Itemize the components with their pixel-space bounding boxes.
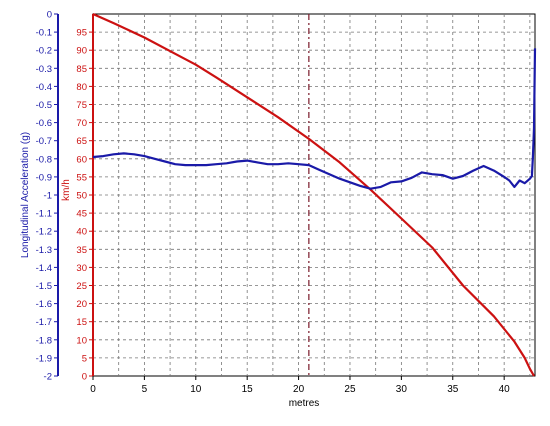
accel-tick-label: -1.5 xyxy=(36,281,52,292)
accel-tick-label: -0.3 xyxy=(36,64,52,75)
x-axis-label: metres xyxy=(289,398,320,409)
speed-tick-label: 15 xyxy=(76,317,87,328)
accel-tick-label: -0.4 xyxy=(36,82,52,93)
accel-tick-label: 0 xyxy=(47,10,52,21)
speed-tick-label: 10 xyxy=(76,335,87,346)
accel-tick-label: -1.7 xyxy=(36,317,52,328)
accel-series-line xyxy=(92,48,537,190)
accel-tick-label: -1.8 xyxy=(36,335,52,346)
speed-tick-label: 20 xyxy=(76,299,87,310)
x-tick-label: 20 xyxy=(293,384,305,395)
accel-tick-label: -1.4 xyxy=(36,263,52,274)
speed-tick-label: 85 xyxy=(76,64,87,75)
speed-tick-label: 0 xyxy=(82,372,87,383)
speed-tick-label: 90 xyxy=(76,46,87,57)
accel-tick-label: -1.3 xyxy=(36,245,52,256)
speed-tick-label: 80 xyxy=(76,82,87,93)
accel-tick-label: -2 xyxy=(44,372,52,383)
accel-tick-label: -1.6 xyxy=(36,299,52,310)
speed-tick-label: 70 xyxy=(76,118,87,129)
speed-tick-label: 60 xyxy=(76,154,87,165)
speed-tick-label: 55 xyxy=(76,172,87,183)
accel-tick-label: -1.9 xyxy=(36,353,52,364)
accel-tick-label: -0.1 xyxy=(36,28,52,39)
accel-tick-label: -0.7 xyxy=(36,136,52,147)
accel-tick-label: -0.6 xyxy=(36,118,52,129)
speed-tick-label: 40 xyxy=(76,227,87,238)
accel-tick-label: -0.9 xyxy=(36,172,52,183)
accel-tick-label: -0.2 xyxy=(36,46,52,57)
accel-axis-label: Longitudinal Acceleration (g) xyxy=(20,132,31,258)
accel-tick-label: -0.8 xyxy=(36,154,52,165)
accel-tick-label: -1 xyxy=(44,191,52,202)
speed-tick-label: 50 xyxy=(76,191,87,202)
speed-tick-label: 35 xyxy=(76,245,87,256)
x-tick-label: 10 xyxy=(190,384,202,395)
x-tick-label: 5 xyxy=(142,384,148,395)
speed-tick-label: 95 xyxy=(76,28,87,39)
accel-tick-label: -1.2 xyxy=(36,227,52,238)
speed-tick-label: 75 xyxy=(76,100,87,111)
speed-tick-label: 65 xyxy=(76,136,87,147)
speed-tick-label: 45 xyxy=(76,209,87,220)
speed-tick-label: 5 xyxy=(82,353,87,364)
x-tick-label: 15 xyxy=(242,384,254,395)
x-tick-label: 25 xyxy=(344,384,356,395)
speed-tick-label: 30 xyxy=(76,263,87,274)
accel-tick-label: -1.1 xyxy=(36,209,52,220)
x-tick-label: 35 xyxy=(447,384,459,395)
x-tick-label: 30 xyxy=(396,384,408,395)
speed-axis-label: km/h xyxy=(61,179,72,201)
x-tick-label: 40 xyxy=(499,384,511,395)
speed-series-line xyxy=(92,12,535,377)
speed-tick-label: 25 xyxy=(76,281,87,292)
x-tick-label: 0 xyxy=(90,384,96,395)
accel-tick-label: -0.5 xyxy=(36,100,52,111)
